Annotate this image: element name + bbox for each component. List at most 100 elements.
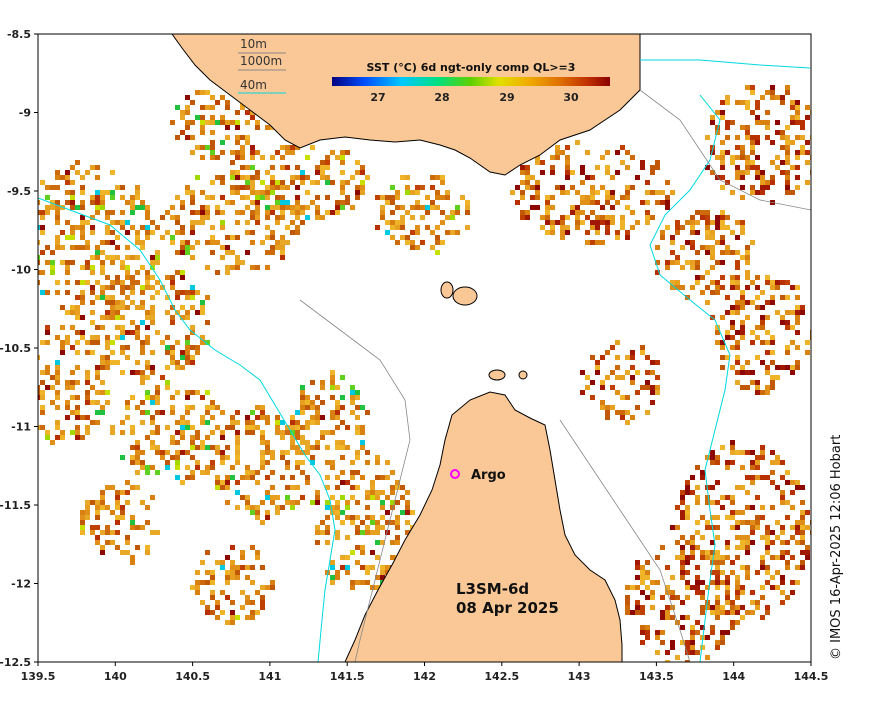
sst-pixel: [390, 220, 395, 225]
sst-pixel: [795, 120, 800, 125]
sst-pixel: [150, 310, 155, 315]
sst-pixel: [30, 335, 35, 340]
sst-pixel: [335, 410, 340, 415]
sst-pixel: [95, 370, 100, 375]
sst-pixel: [375, 555, 380, 560]
sst-pixel: [395, 220, 400, 225]
sst-pixel: [690, 585, 695, 590]
sst-pixel: [735, 300, 740, 305]
sst-pixel: [75, 340, 80, 345]
sst-pixel: [255, 195, 260, 200]
sst-pixel: [205, 390, 210, 395]
sst-pixel: [20, 355, 25, 360]
sst-pixel: [685, 510, 690, 515]
lat-tick-label: -11.5: [0, 499, 31, 512]
sst-pixel: [740, 465, 745, 470]
sst-pixel: [175, 135, 180, 140]
sst-pixel: [615, 340, 620, 345]
sst-pixel: [600, 405, 605, 410]
sst-pixel: [355, 185, 360, 190]
sst-pixel: [330, 395, 335, 400]
sst-pixel: [180, 425, 185, 430]
sst-pixel: [300, 400, 305, 405]
sst-pixel: [350, 400, 355, 405]
sst-pixel: [60, 350, 65, 355]
sst-pixel: [390, 200, 395, 205]
sst-pixel: [55, 425, 60, 430]
sst-pixel: [755, 335, 760, 340]
sst-pixel: [445, 230, 450, 235]
legend-40m-label: 40m: [240, 78, 267, 92]
sst-pixel: [350, 410, 355, 415]
sst-pixel: [210, 155, 215, 160]
sst-pixel: [280, 185, 285, 190]
sst-pixel: [145, 360, 150, 365]
sst-pixel: [330, 495, 335, 500]
sst-pixel: [315, 180, 320, 185]
sst-pixel: [115, 275, 120, 280]
sst-pixel: [705, 455, 710, 460]
sst-pixel: [555, 220, 560, 225]
sst-pixel: [55, 360, 60, 365]
sst-pixel: [265, 170, 270, 175]
sst-pixel: [590, 190, 595, 195]
sst-pixel: [115, 235, 120, 240]
sst-pixel: [25, 250, 30, 255]
sst-pixel: [355, 500, 360, 505]
sst-pixel: [740, 545, 745, 550]
sst-pixel: [120, 220, 125, 225]
sst-pixel: [695, 620, 700, 625]
sst-pixel: [200, 115, 205, 120]
sst-pixel: [290, 475, 295, 480]
sst-pixel: [75, 410, 80, 415]
sst-pixel: [595, 240, 600, 245]
sst-pixel: [370, 515, 375, 520]
sst-pixel: [640, 385, 645, 390]
sst-pixel: [680, 490, 685, 495]
sst-pixel: [715, 600, 720, 605]
sst-pixel: [280, 210, 285, 215]
sst-pixel: [425, 195, 430, 200]
sst-pixel: [90, 195, 95, 200]
sst-pixel: [685, 505, 690, 510]
lon-tick-label: 139.5: [21, 670, 56, 683]
sst-pixel: [235, 410, 240, 415]
sst-pixel: [185, 125, 190, 130]
sst-pixel: [210, 580, 215, 585]
sst-pixel: [710, 150, 715, 155]
sst-pixel: [205, 550, 210, 555]
sst-pixel: [615, 235, 620, 240]
sst-pixel: [730, 460, 735, 465]
sst-pixel: [220, 430, 225, 435]
sst-pixel: [550, 205, 555, 210]
sst-pixel: [525, 165, 530, 170]
sst-pixel: [190, 425, 195, 430]
sst-pixel: [625, 190, 630, 195]
sst-pixel: [725, 150, 730, 155]
sst-pixel: [730, 570, 735, 575]
sst-pixel: [650, 360, 655, 365]
sst-pixel: [740, 100, 745, 105]
sst-pixel: [785, 325, 790, 330]
sst-pixel: [715, 455, 720, 460]
sst-pixel: [680, 570, 685, 575]
sst-pixel: [605, 220, 610, 225]
sst-pixel: [390, 500, 395, 505]
sst-pixel: [335, 505, 340, 510]
sst-pixel: [600, 380, 605, 385]
sst-pixel: [175, 310, 180, 315]
sst-pixel: [700, 580, 705, 585]
sst-pixel: [805, 115, 810, 120]
sst-pixel: [55, 290, 60, 295]
sst-pixel: [625, 410, 630, 415]
sst-pixel: [340, 160, 345, 165]
sst-pixel: [105, 390, 110, 395]
sst-pixel: [795, 530, 800, 535]
sst-pixel: [700, 535, 705, 540]
sst-pixel: [415, 225, 420, 230]
sst-pixel: [50, 385, 55, 390]
sst-pixel: [135, 405, 140, 410]
sst-pixel: [740, 590, 745, 595]
sst-pixel: [735, 345, 740, 350]
sst-pixel: [280, 450, 285, 455]
